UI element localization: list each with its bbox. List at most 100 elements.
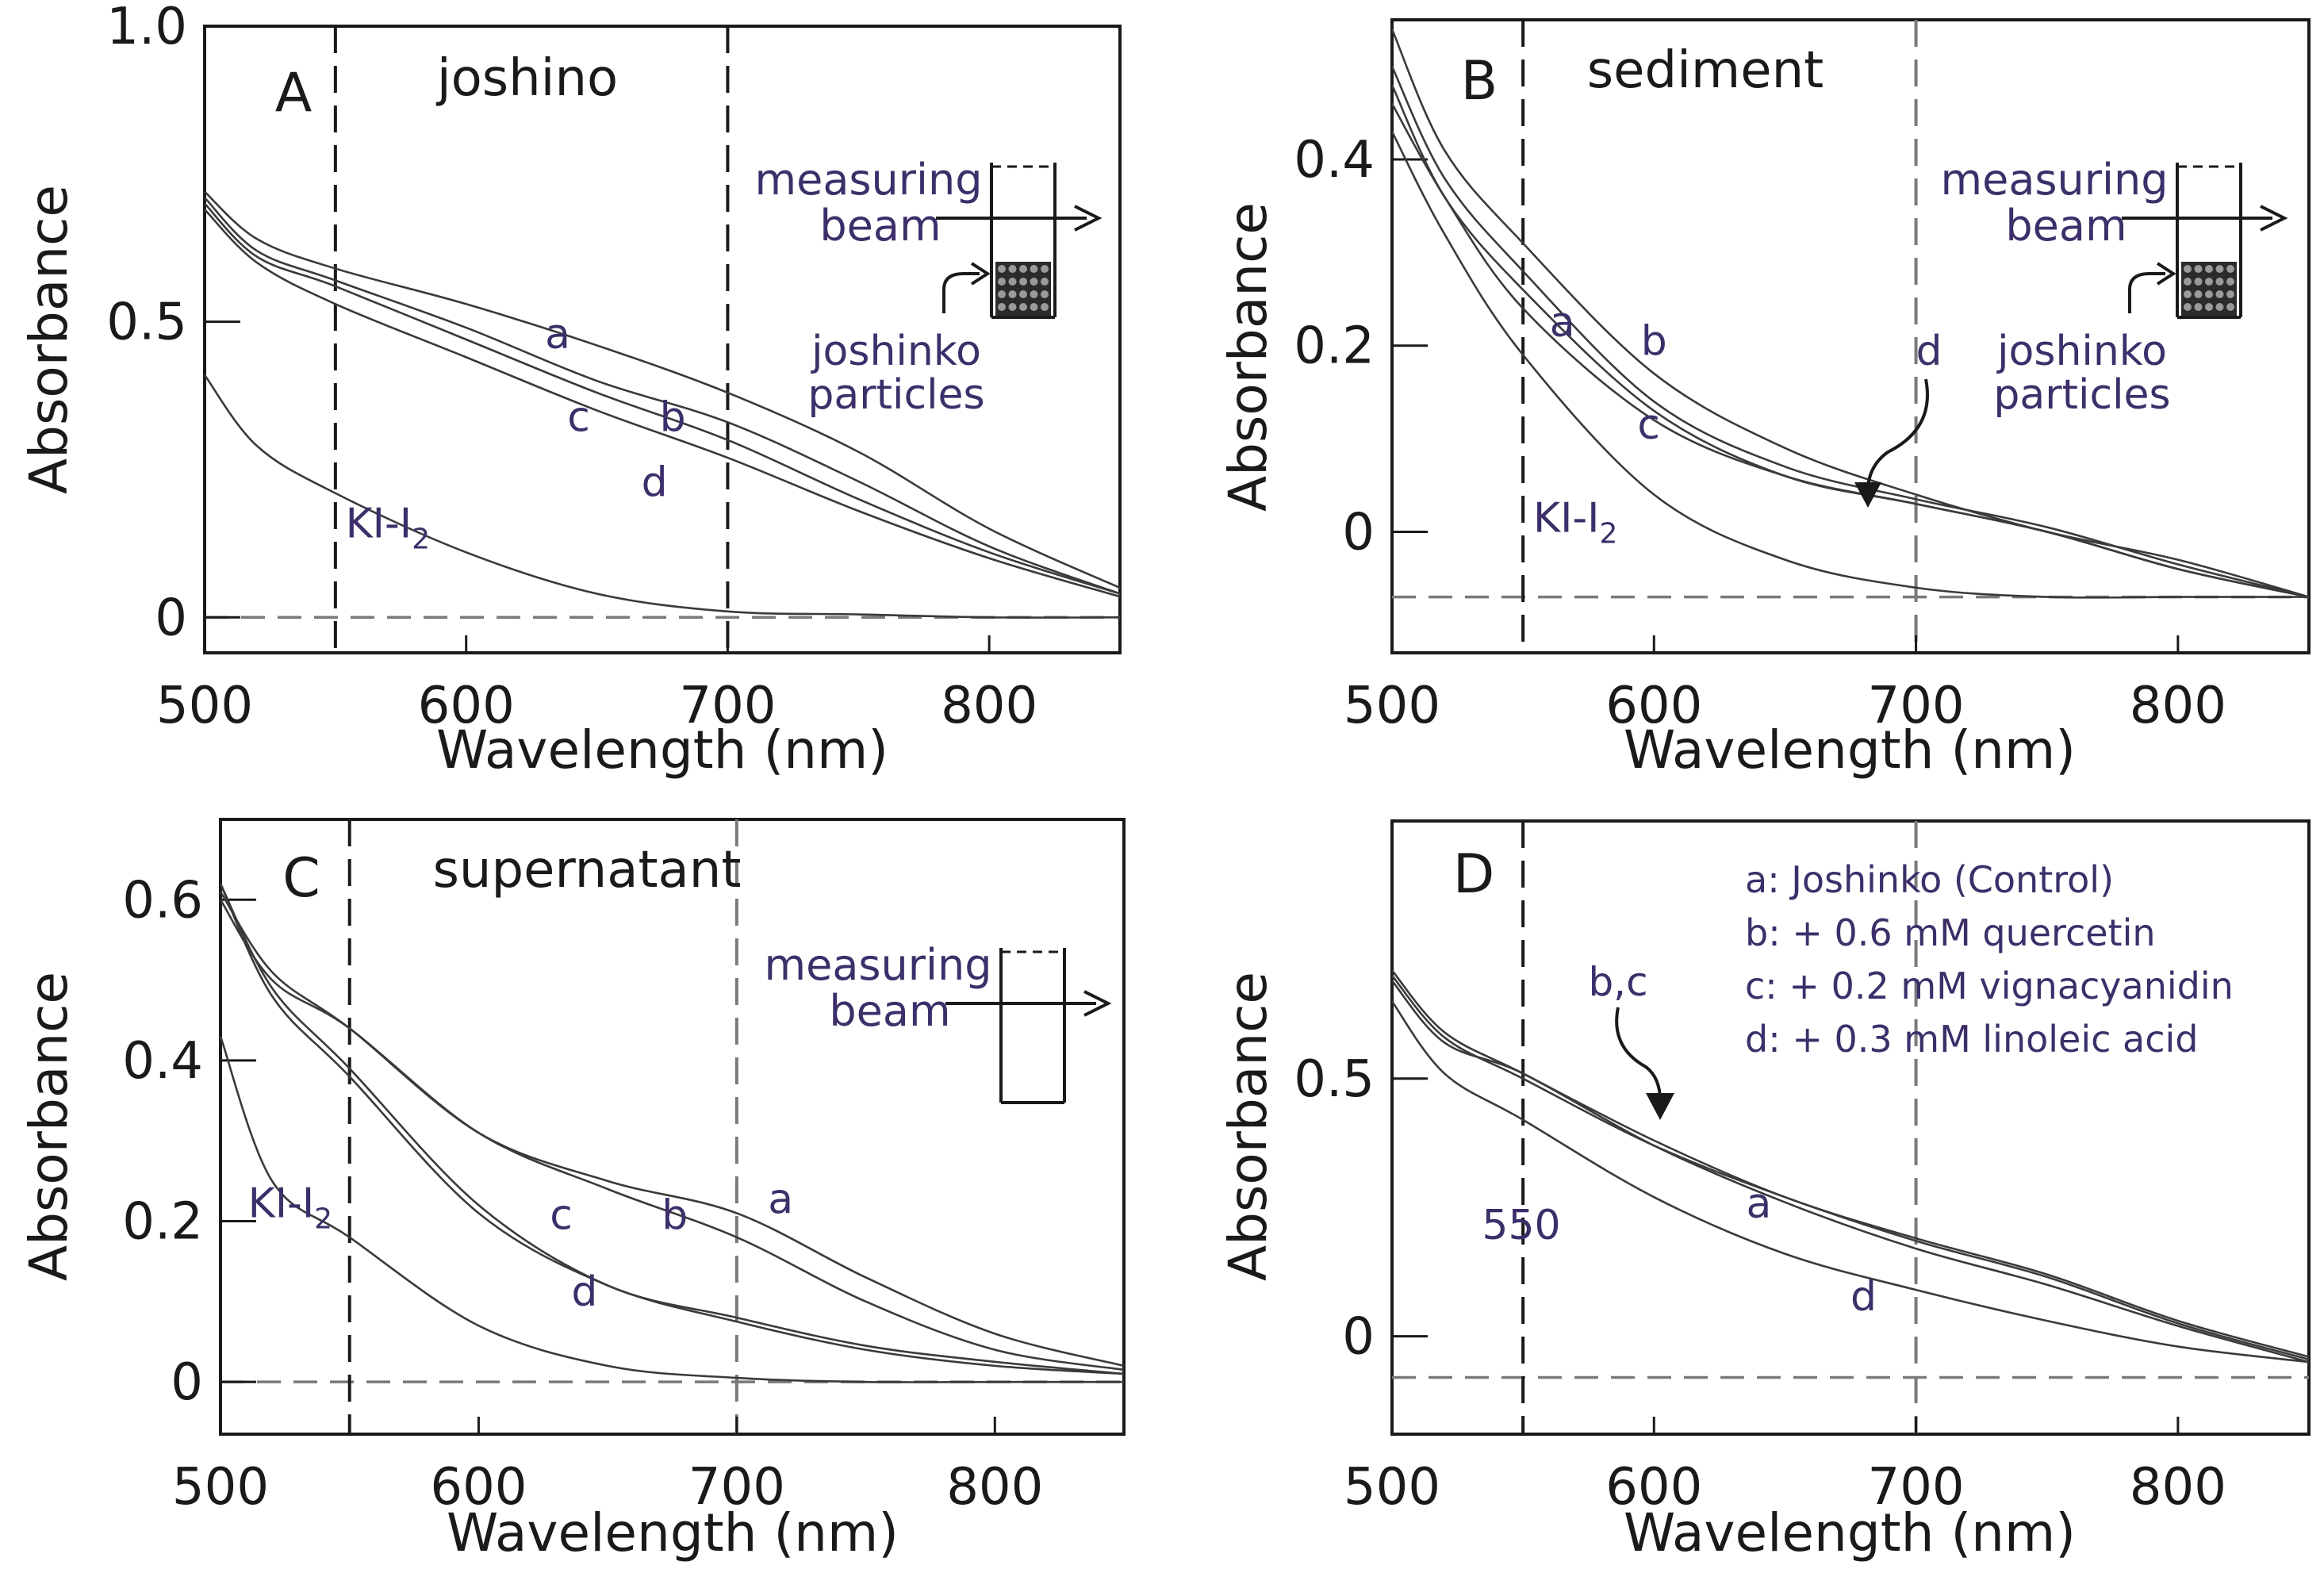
y-axis-title: Absorbance <box>1218 972 1279 1281</box>
particle-label: joshinko <box>811 328 981 375</box>
panel-c: 500 600 700 800 0 0.2 0.4 0.6 Wavelength (nm) Abs… <box>18 818 1126 1563</box>
particle <box>2184 290 2192 298</box>
particle <box>2226 278 2234 286</box>
y-tick-label: 1.0 <box>106 0 187 56</box>
y-tick-label: 0.5 <box>1294 1050 1375 1109</box>
particle <box>2194 290 2203 298</box>
curve-label: a <box>1746 1180 1771 1228</box>
x-tick-label: 700 <box>679 677 776 735</box>
beam-label: measuring <box>1941 155 2169 205</box>
series-c <box>1391 975 2310 1361</box>
arrow-shaft <box>1866 378 1929 499</box>
particle-arrowhead-icon <box>2156 262 2176 286</box>
legend-entry: b: + 0.6 mM quercetin <box>1745 911 2156 954</box>
y-tick-label: 0.4 <box>122 1032 203 1091</box>
arrow-label: b,c <box>1588 959 1647 1005</box>
y-tick-label: 0 <box>1342 503 1375 562</box>
series-d <box>204 209 1121 598</box>
series-b <box>1390 29 2310 598</box>
x-tick-label: 700 <box>1867 1458 1964 1517</box>
particle <box>2205 278 2213 286</box>
curve-label: b <box>660 394 686 442</box>
series-b <box>219 899 1125 1371</box>
beam-label: beam <box>829 986 950 1036</box>
beam-arrowhead-icon <box>2260 205 2288 232</box>
series-a <box>1391 980 2310 1364</box>
particle-arrowhead-icon <box>970 262 991 286</box>
particle <box>1008 290 1017 298</box>
panel-d: 500 600 700 800 0 0.5 Wavelength (nm) Absorbanc… <box>1218 819 2311 1563</box>
particle <box>2205 303 2213 311</box>
particle <box>2194 278 2203 286</box>
y-tick-label: 0 <box>171 1353 203 1412</box>
series-c <box>204 202 1121 595</box>
particle <box>1041 303 1049 311</box>
particle-pointer <box>942 272 980 313</box>
y-tick-label: 0.2 <box>122 1193 203 1252</box>
particle <box>1019 290 1027 298</box>
series-b <box>204 197 1121 595</box>
arrow-label: d <box>1916 328 1942 375</box>
curve-label: b <box>1641 317 1667 365</box>
series-d <box>219 883 1125 1375</box>
panel-a: 500 600 700 800 0 0.5 1.0 Wavelength (nm) Absorb… <box>18 0 1122 781</box>
particle-label: particles <box>1993 371 2170 419</box>
x-axis-title: Wavelength (nm) <box>436 719 888 781</box>
particle <box>2194 303 2203 311</box>
plot-frame <box>1390 819 2311 1436</box>
curve-label: c <box>567 394 590 442</box>
curve-label: b <box>662 1192 688 1240</box>
panel-letter: C <box>282 847 320 910</box>
y-axis-title: Absorbance <box>18 185 79 494</box>
panel-letter: D <box>1453 843 1494 906</box>
particle <box>1030 265 1038 273</box>
particle <box>1019 265 1027 273</box>
arrow-annotation: b,c <box>1588 959 1674 1120</box>
y-tick-label: 0.5 <box>106 293 187 352</box>
particle <box>1041 290 1049 298</box>
arrow-annotation: d <box>1854 328 1942 508</box>
x-tick-label: 600 <box>430 1458 527 1517</box>
x-tick-label: 600 <box>1605 677 1702 735</box>
particle <box>998 265 1006 273</box>
x-tick-label: 600 <box>1605 1458 1702 1517</box>
curve-label: d <box>1850 1273 1877 1321</box>
panel-b: 500 600 700 800 0 0.2 0.4 Wavelength (nm) Absorb… <box>1218 18 2311 781</box>
particle <box>1030 303 1038 311</box>
series-ki-i2 <box>219 1036 1124 1383</box>
y-axis-title: Absorbance <box>18 972 79 1281</box>
particle <box>998 278 1006 286</box>
particle <box>1041 278 1049 286</box>
x-tick-label: 700 <box>688 1458 785 1517</box>
y-tick-label: 0.2 <box>1294 317 1375 376</box>
particle <box>998 303 1006 311</box>
particle <box>998 290 1006 298</box>
panel-letter: B <box>1461 50 1498 113</box>
series-a <box>1390 102 2310 598</box>
x-axis-title: Wavelength (nm) <box>1624 1502 2076 1563</box>
curve-label: c <box>1637 401 1660 449</box>
particle <box>2215 278 2224 286</box>
series-c <box>1390 84 2310 598</box>
curve-label: d <box>642 459 668 507</box>
particle <box>2184 278 2192 286</box>
curve-label: d <box>571 1268 597 1316</box>
series-a <box>219 891 1125 1368</box>
particle <box>2205 265 2213 273</box>
particle <box>2226 290 2234 298</box>
plot-frame <box>1390 18 2311 654</box>
particle <box>1008 303 1017 311</box>
arrow-shaft <box>1615 1007 1662 1107</box>
curve-label: a <box>545 311 570 359</box>
particle <box>2205 290 2213 298</box>
beam-label: beam <box>819 201 941 251</box>
particle <box>2184 265 2192 273</box>
x-axis-title: Wavelength (nm) <box>1624 719 2076 781</box>
x-axis-title: Wavelength (nm) <box>447 1502 899 1563</box>
curve-label: a <box>768 1176 793 1223</box>
particle <box>1030 278 1038 286</box>
beam-arrowhead-icon <box>1074 205 1103 232</box>
beam-arrowhead-icon <box>1083 990 1112 1017</box>
particle <box>2226 265 2234 273</box>
